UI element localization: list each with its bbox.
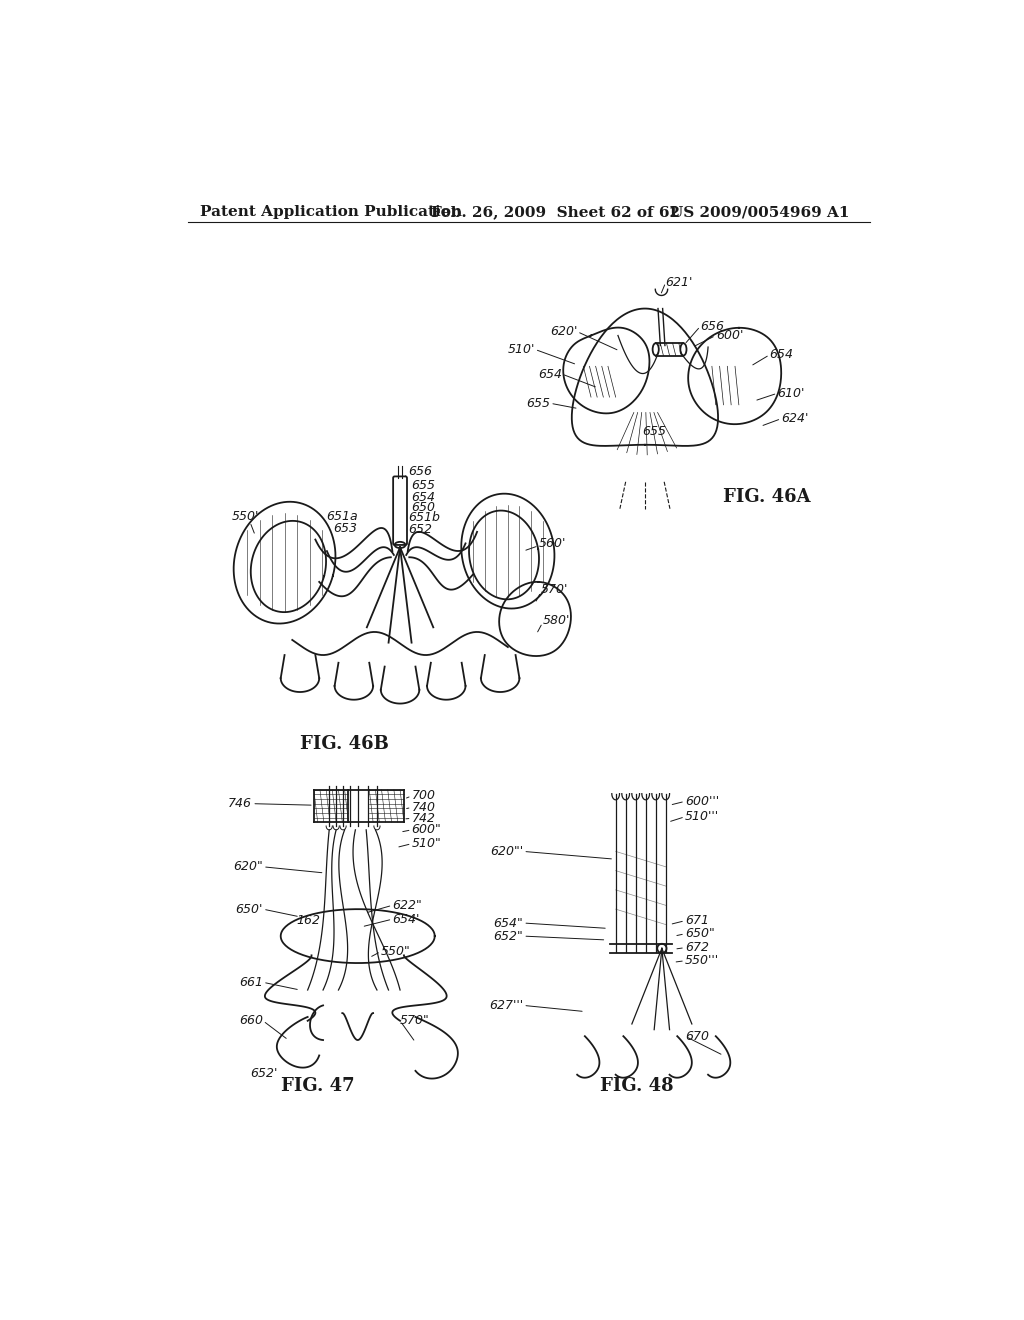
Text: 610': 610' bbox=[777, 387, 805, 400]
Text: 600': 600' bbox=[716, 329, 743, 342]
Text: 580': 580' bbox=[543, 614, 570, 627]
Text: 655: 655 bbox=[526, 397, 550, 409]
Text: 656: 656 bbox=[700, 319, 724, 333]
Text: 627''': 627''' bbox=[489, 999, 523, 1012]
Text: 654': 654' bbox=[392, 912, 420, 925]
Text: 510': 510' bbox=[508, 343, 535, 356]
Text: FIG. 47: FIG. 47 bbox=[281, 1077, 354, 1096]
Text: 650: 650 bbox=[412, 500, 435, 513]
Text: 654: 654 bbox=[412, 491, 435, 504]
Text: FIG. 46B: FIG. 46B bbox=[300, 735, 389, 752]
Text: 652': 652' bbox=[250, 1067, 278, 1080]
Text: 624': 624' bbox=[781, 412, 809, 425]
Text: 660: 660 bbox=[239, 1014, 263, 1027]
Text: 651a: 651a bbox=[326, 510, 357, 523]
Text: 700: 700 bbox=[412, 789, 435, 803]
Text: 621': 621' bbox=[666, 276, 693, 289]
Text: 622": 622" bbox=[392, 899, 422, 912]
Text: FIG. 46A: FIG. 46A bbox=[724, 488, 811, 506]
Text: 654: 654 bbox=[538, 367, 562, 380]
Text: 620": 620" bbox=[233, 861, 263, 874]
Text: 671: 671 bbox=[685, 915, 709, 927]
Text: 620"': 620"' bbox=[490, 845, 523, 858]
Text: 510''': 510''' bbox=[685, 810, 719, 824]
Text: 550": 550" bbox=[381, 945, 411, 958]
Text: 650": 650" bbox=[685, 927, 715, 940]
Text: 652: 652 bbox=[408, 523, 432, 536]
Text: 661: 661 bbox=[239, 975, 263, 989]
Text: 654: 654 bbox=[770, 348, 794, 362]
Text: 653: 653 bbox=[334, 521, 357, 535]
Text: 656: 656 bbox=[408, 465, 432, 478]
Text: 655: 655 bbox=[412, 479, 435, 492]
Text: 560': 560' bbox=[539, 537, 566, 550]
Text: 746: 746 bbox=[228, 797, 252, 810]
Text: 652": 652" bbox=[494, 929, 523, 942]
Text: 742: 742 bbox=[412, 812, 435, 825]
Text: 672: 672 bbox=[685, 941, 709, 954]
Text: 600''': 600''' bbox=[685, 795, 719, 808]
Text: 654": 654" bbox=[494, 916, 523, 929]
Text: US 2009/0054969 A1: US 2009/0054969 A1 bbox=[670, 206, 849, 219]
Text: 550': 550' bbox=[232, 510, 259, 523]
Text: 740: 740 bbox=[412, 801, 435, 814]
Text: 570": 570" bbox=[400, 1014, 430, 1027]
Text: 510": 510" bbox=[412, 837, 441, 850]
Text: 670: 670 bbox=[685, 1030, 709, 1043]
Text: 162: 162 bbox=[296, 915, 321, 927]
Text: 651b: 651b bbox=[408, 511, 439, 524]
Text: 620': 620' bbox=[550, 325, 578, 338]
FancyBboxPatch shape bbox=[393, 477, 407, 545]
Text: 600": 600" bbox=[412, 824, 441, 837]
Text: 570': 570' bbox=[541, 583, 568, 597]
Text: 650': 650' bbox=[236, 903, 263, 916]
Text: 550''': 550''' bbox=[685, 954, 719, 968]
Text: FIG. 48: FIG. 48 bbox=[600, 1077, 674, 1096]
Text: Patent Application Publication: Patent Application Publication bbox=[200, 206, 462, 219]
Text: 655: 655 bbox=[643, 425, 667, 438]
Text: Feb. 26, 2009  Sheet 62 of 62: Feb. 26, 2009 Sheet 62 of 62 bbox=[431, 206, 680, 219]
